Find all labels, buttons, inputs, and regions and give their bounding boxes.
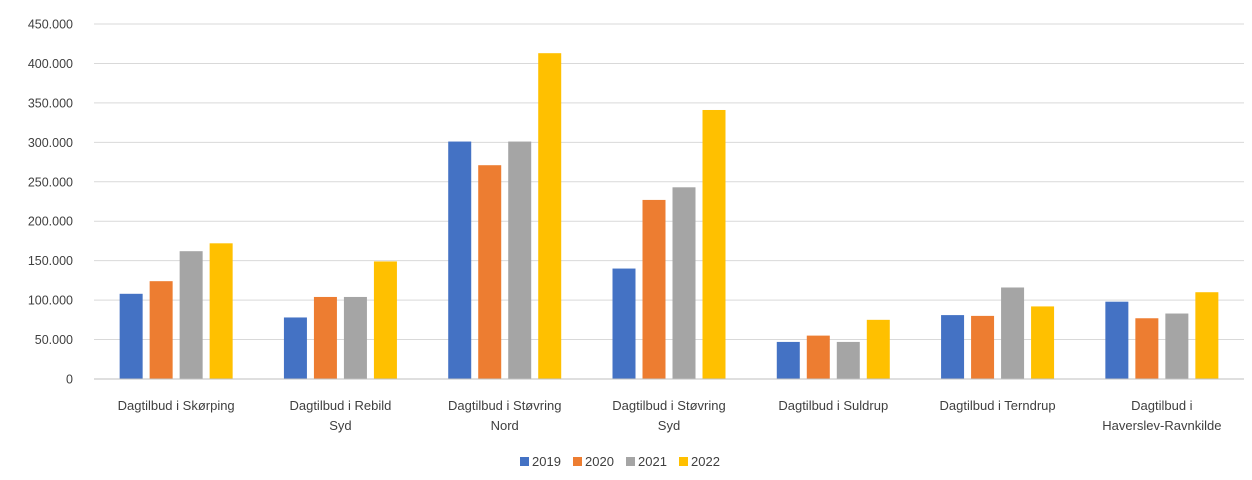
y-tick-label: 300.000	[28, 136, 73, 150]
category-label: Dagtilbud i Skørping	[118, 398, 235, 413]
bar-2021-1	[179, 251, 203, 379]
category-label-line: Nord	[491, 418, 519, 433]
bar-2020-7	[1135, 318, 1159, 379]
bar-2021-3	[508, 141, 532, 379]
y-tick-label: 250.000	[28, 175, 73, 189]
category-label-line: Syd	[658, 418, 680, 433]
category-label-line: Dagtilbud i Terndrup	[940, 398, 1056, 413]
bar-2019-1	[119, 293, 143, 379]
bar-2019-4	[612, 268, 636, 379]
category-label: Dagtilbud i Haverslev-Ravnkilde	[1102, 398, 1221, 433]
y-tick-label: 400.000	[28, 57, 73, 71]
bar-2021-6	[1001, 287, 1025, 379]
gridlines	[94, 23, 1244, 341]
y-tick-label: 150.000	[28, 254, 73, 268]
y-tick-label: 0	[66, 373, 73, 387]
bar-2019-7	[1105, 301, 1129, 379]
bars	[119, 53, 1219, 379]
bar-2022-5	[866, 319, 890, 379]
bar-2019-2	[283, 317, 307, 379]
category-label-line: Dagtilbud i Støvring	[448, 398, 561, 413]
bar-2020-2	[313, 296, 337, 379]
category-label-line: Syd	[329, 418, 351, 433]
bar-2022-7	[1195, 292, 1219, 379]
bar-2020-4	[642, 199, 666, 379]
legend-swatch-2021	[626, 457, 635, 466]
y-tick-label: 50.000	[35, 333, 73, 347]
y-tick-label: 200.000	[28, 215, 73, 229]
y-axis-tick-labels: 0 50.000 100.000 150.000 200.000 250.000 300.0…	[28, 18, 73, 387]
category-label: Dagtilbud i Terndrup	[940, 398, 1056, 413]
bar-2019-5	[776, 341, 800, 379]
category-label: Dagtilbud i Støvring Nord	[448, 398, 561, 433]
bar-2021-5	[836, 341, 860, 379]
y-tick-label: 450.000	[28, 18, 73, 32]
bar-2021-7	[1165, 313, 1189, 379]
category-label: Dagtilbud i Støvring Syd	[612, 398, 725, 433]
y-tick-label: 100.000	[28, 294, 73, 308]
bar-2022-6	[1031, 306, 1055, 379]
category-label: Dagtilbud i Suldrup	[778, 398, 888, 413]
legend: 2019 2020 2021 2022	[520, 454, 720, 469]
legend-swatch-2020	[573, 457, 582, 466]
legend-swatch-2022	[679, 457, 688, 466]
bar-2022-4	[702, 109, 726, 379]
legend-swatch-2019	[520, 457, 529, 466]
category-label-line: Dagtilbud i Rebild	[289, 398, 391, 413]
bar-2021-4	[672, 187, 696, 379]
bar-2019-6	[941, 315, 965, 379]
category-label: Dagtilbud i Rebild Syd	[289, 398, 391, 433]
legend-label-2021: 2021	[638, 454, 667, 469]
bar-2022-1	[209, 243, 233, 379]
legend-label-2020: 2020	[585, 454, 614, 469]
bar-2020-1	[149, 281, 173, 379]
bar-2021-2	[343, 296, 367, 379]
bar-2019-3	[448, 141, 472, 379]
category-label-line: Dagtilbud i Suldrup	[778, 398, 888, 413]
legend-label-2022: 2022	[691, 454, 720, 469]
category-label-line: Dagtilbud i	[1131, 398, 1193, 413]
bar-2020-6	[971, 315, 995, 379]
category-label-line: Haverslev-Ravnkilde	[1102, 418, 1221, 433]
bar-2022-2	[373, 261, 397, 379]
bar-2020-3	[478, 165, 502, 379]
x-axis-category-labels: Dagtilbud i Skørping Dagtilbud i Rebild Sy…	[118, 398, 1222, 433]
category-label-line: Dagtilbud i Støvring	[612, 398, 725, 413]
category-label-line: Dagtilbud i Skørping	[118, 398, 235, 413]
y-tick-label: 350.000	[28, 96, 73, 110]
legend-label-2019: 2019	[532, 454, 561, 469]
bar-2020-5	[806, 335, 830, 379]
bar-2022-3	[538, 53, 562, 379]
